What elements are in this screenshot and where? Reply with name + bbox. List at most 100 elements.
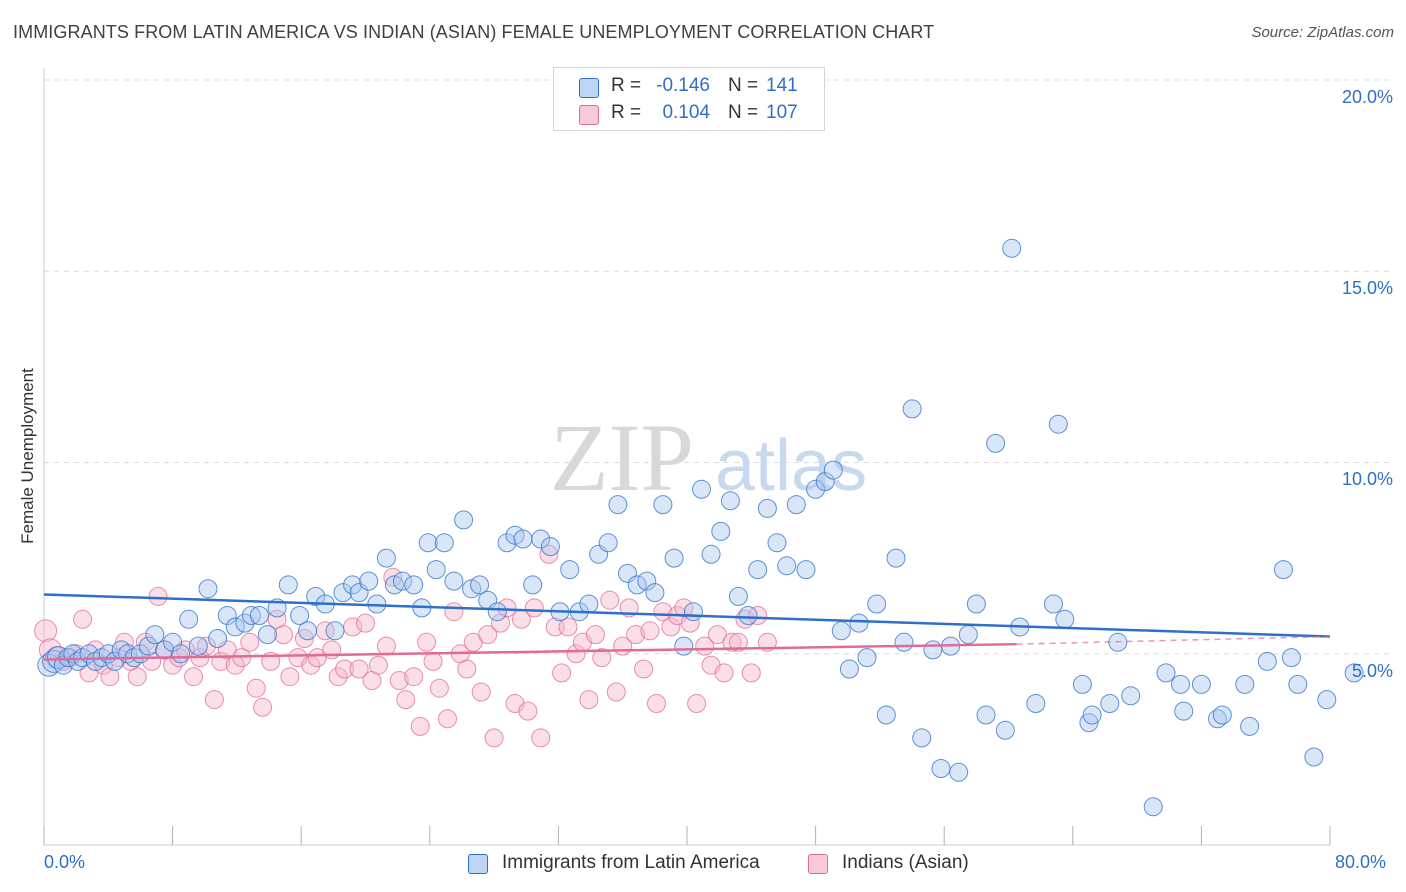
blue-point — [333, 583, 353, 603]
pink-point — [163, 655, 183, 675]
pink-point — [135, 632, 155, 652]
y-tick-10: 10.0% — [1341, 469, 1393, 489]
pink-point — [328, 667, 348, 687]
pink-point — [376, 636, 396, 656]
blue-point — [163, 632, 183, 652]
blue-point — [757, 498, 777, 518]
pink-point — [735, 609, 755, 629]
blue-point — [1121, 686, 1141, 706]
pink-point — [579, 690, 599, 710]
pink-point — [294, 629, 314, 648]
blue-point — [1304, 747, 1324, 767]
blue-point — [171, 644, 191, 664]
series-indians-asian — [34, 544, 777, 748]
blue-point — [393, 571, 412, 591]
watermark-atlas: atlas — [715, 426, 867, 506]
y-tick-20: 20.0% — [1341, 87, 1393, 107]
pink-point — [558, 617, 578, 637]
blue-point — [627, 575, 647, 595]
blue-point — [1156, 663, 1176, 683]
blue-point — [986, 433, 1006, 453]
blue-point — [470, 575, 490, 595]
blue-point — [145, 625, 165, 645]
blue-point — [608, 495, 628, 515]
pink-point — [484, 728, 504, 748]
legend-row-indians-asian: R = 0.104 N = 107 — [554, 101, 824, 127]
blue-point — [290, 606, 310, 625]
pink-point — [497, 598, 517, 618]
blue-point — [786, 495, 806, 515]
blue-point — [683, 602, 703, 622]
blue-point — [857, 648, 877, 668]
pink-point — [196, 636, 216, 656]
legend-n-value: 107 — [766, 102, 798, 123]
pink-point — [585, 625, 605, 645]
pink-point — [404, 667, 424, 687]
pink-point — [114, 632, 134, 652]
pink-point — [653, 602, 673, 622]
pink-point — [356, 613, 375, 633]
blue-point — [1055, 609, 1075, 629]
blue-point — [257, 625, 277, 645]
blue-point — [931, 759, 951, 778]
blue-point — [249, 606, 269, 625]
blue-point — [664, 548, 684, 568]
blue-point — [1344, 663, 1364, 683]
pink-point — [552, 663, 572, 683]
legend-label: Indians (Asian) — [842, 852, 969, 873]
blue-point — [1079, 713, 1099, 733]
blue-point — [1288, 674, 1308, 694]
pink-point — [204, 690, 224, 710]
blue-point — [748, 560, 768, 580]
blue-point — [598, 533, 618, 553]
blue-point — [923, 640, 943, 660]
blue-point — [278, 575, 298, 595]
correlation-legend: R = -0.146 N = 141 R = 0.104 N = 107 — [553, 67, 825, 131]
pink-point — [728, 632, 748, 652]
pink-point — [417, 632, 437, 652]
pink-point — [741, 663, 761, 683]
pink-point — [695, 636, 715, 656]
pink-point — [349, 659, 369, 679]
blue-point — [139, 636, 158, 656]
blue-point — [1174, 701, 1194, 721]
blue-point — [976, 705, 996, 725]
source-label: Source: ZipAtlas.com — [1251, 24, 1394, 41]
x-tick-max: 80.0% — [1335, 852, 1387, 872]
blue-point — [902, 399, 922, 419]
legend-r-label: R = — [611, 75, 642, 96]
pink-point — [634, 659, 654, 679]
blue-point — [1171, 674, 1190, 694]
blue-point — [912, 728, 932, 748]
legend-row-latin-america: R = -0.146 N = 141 — [554, 74, 824, 100]
blue-point — [359, 571, 379, 591]
pink-point — [640, 621, 660, 641]
pink-point — [148, 586, 168, 606]
pink-point — [471, 682, 491, 702]
blue-point — [404, 575, 424, 595]
blue-point — [823, 460, 843, 480]
blue-point — [894, 632, 914, 652]
pink-point — [457, 659, 477, 679]
blue-point — [513, 529, 533, 549]
blue-point — [738, 606, 758, 625]
pink-point — [661, 617, 681, 637]
pink-point — [383, 567, 403, 587]
blue-point — [523, 575, 543, 595]
blue-point — [497, 533, 517, 553]
pink-point — [524, 598, 544, 618]
pink-point — [429, 678, 449, 698]
blue-point — [815, 472, 835, 492]
blue-point — [325, 621, 345, 641]
blue-point — [579, 594, 599, 614]
blue-point — [531, 529, 551, 549]
pink-point — [184, 667, 203, 687]
legend-swatch-pink — [579, 105, 599, 125]
blue-point — [767, 533, 787, 553]
pink-point — [714, 663, 734, 683]
series-latin-america — [37, 238, 1364, 817]
blue-point — [343, 575, 363, 595]
y-axis-label: Female Unemployment — [18, 368, 37, 544]
pink-point — [34, 619, 58, 643]
